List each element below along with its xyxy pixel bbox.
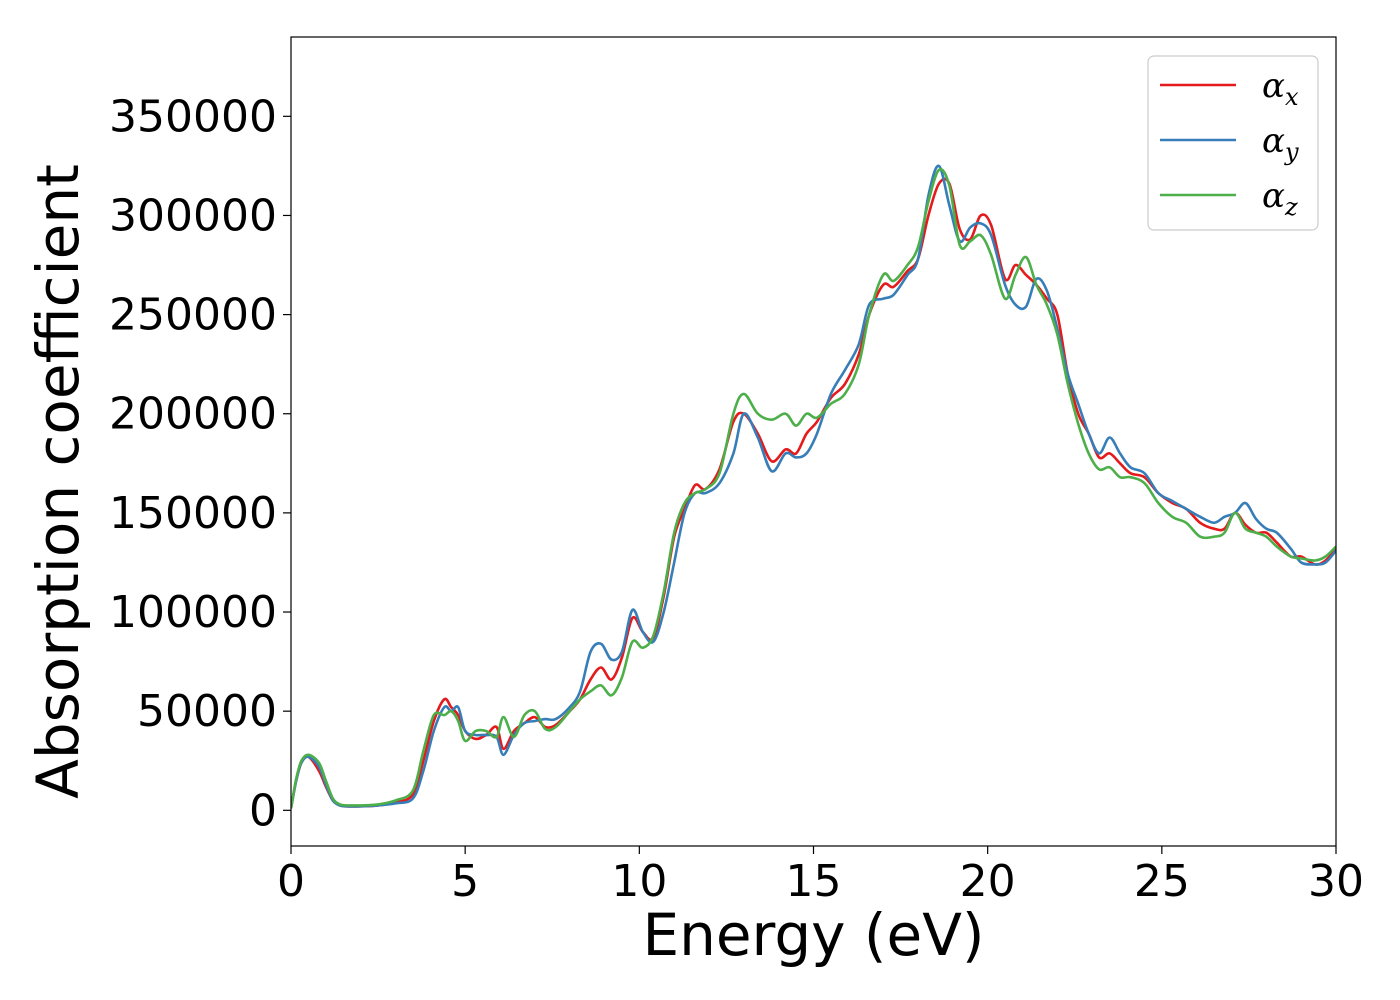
x-axis-ticks: 0 5 10 15 20 25 30 <box>277 846 1364 907</box>
series-line-alpha-z <box>291 168 1336 809</box>
series-layer <box>291 164 1336 809</box>
y-tick-label: 350000 <box>109 91 277 142</box>
y-tick-label: 250000 <box>109 290 277 341</box>
y-tick-label: 150000 <box>109 488 277 539</box>
x-tick-label: 0 <box>277 856 305 907</box>
x-tick-label: 5 <box>451 856 479 907</box>
legend-label-alpha-z: αz <box>1262 176 1298 221</box>
series-line-alpha-x <box>291 177 1336 809</box>
x-tick-label: 15 <box>786 856 842 907</box>
x-tick-label: 20 <box>960 856 1016 907</box>
x-tick-label: 30 <box>1308 856 1364 907</box>
legend-box <box>1147 55 1319 231</box>
y-tick-label: 100000 <box>109 587 277 638</box>
y-axis-ticks: 0 50000 100000 150000 200000 250000 300000 3500… <box>109 91 291 836</box>
legend: αx αy αz <box>1147 55 1319 231</box>
legend-label-alpha-y: αy <box>1262 121 1299 166</box>
x-axis-title: Energy (eV) <box>642 901 984 969</box>
y-axis-title: Absorption coefficient <box>24 164 92 799</box>
y-tick-label: 0 <box>249 785 277 836</box>
y-tick-label: 200000 <box>109 389 277 440</box>
y-tick-label: 50000 <box>137 686 277 737</box>
x-tick-label: 10 <box>611 856 667 907</box>
legend-label-alpha-x: αx <box>1262 66 1299 111</box>
y-tick-label: 300000 <box>109 190 277 241</box>
x-tick-label: 25 <box>1134 856 1190 907</box>
